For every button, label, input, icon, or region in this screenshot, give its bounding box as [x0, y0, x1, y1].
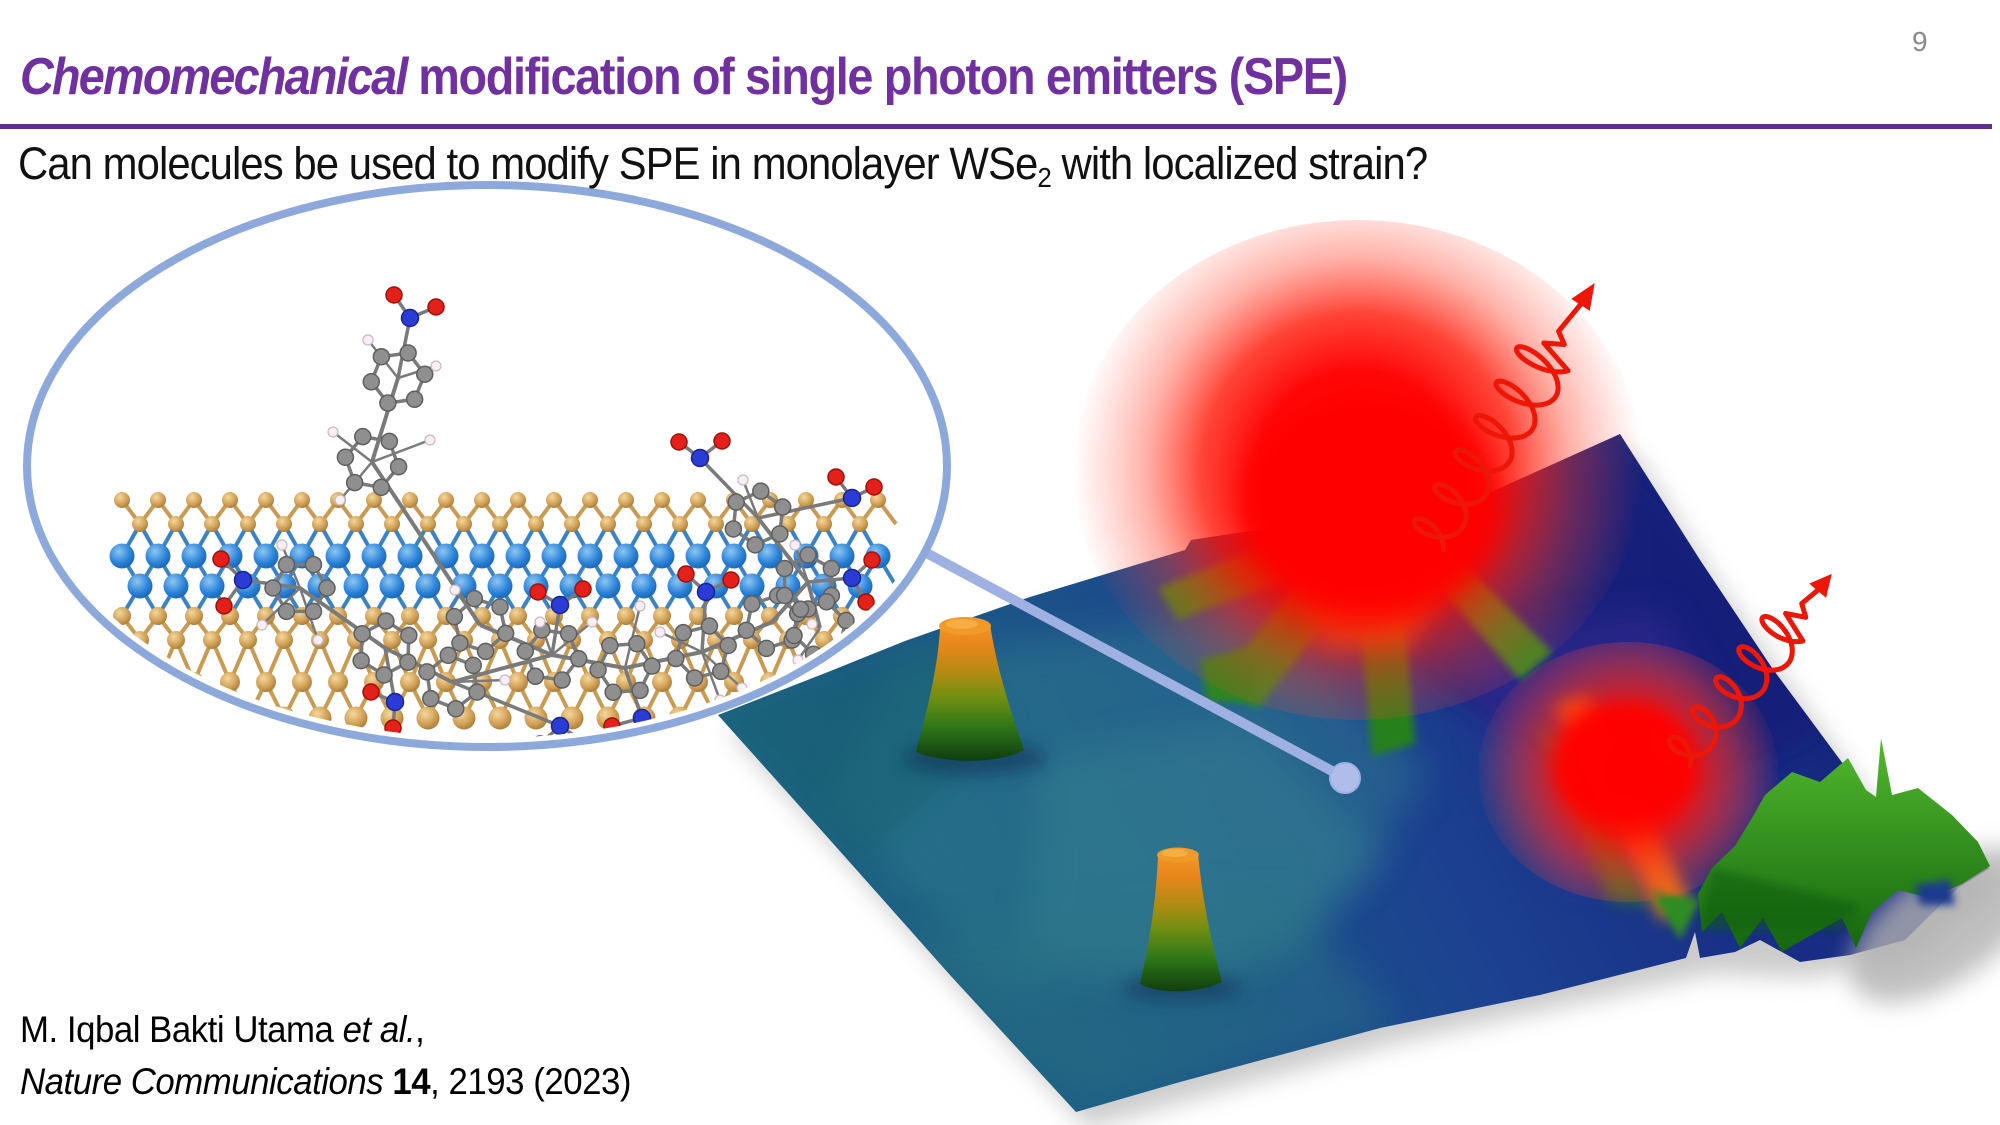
- citation-rest: , 2193 (2023): [430, 1061, 631, 1102]
- callout-line-dot: [875, 523, 1361, 794]
- nanopillar-bump-1: [903, 617, 1047, 775]
- title-rest: modification of single photon emitters (…: [406, 47, 1348, 106]
- citation-authors: M. Iqbal Bakti Utama: [20, 1009, 343, 1050]
- question-subscript: 2: [1037, 162, 1051, 193]
- title-italic-word: Chemomechanical: [20, 47, 408, 106]
- photon-wave-arrow-2: [1666, 573, 1832, 769]
- title-divider-rule: [0, 124, 1992, 129]
- question-pre: Can molecules be used to modify SPE in m…: [18, 138, 1038, 189]
- question-text: Can molecules be used to modify SPE in m…: [18, 138, 1785, 194]
- slide-title: Chemomechanical modification of single p…: [20, 47, 1730, 107]
- molecular-model-inset: [23, 181, 951, 751]
- molecule-atoms: [212, 286, 883, 738]
- question-post: with localized strain?: [1050, 138, 1429, 189]
- citation-journal: Nature Communications: [20, 1061, 393, 1102]
- green-mountain-range: [1698, 738, 2000, 1003]
- nanopillar-bump-2: [1122, 847, 1242, 1002]
- emitter-glow: [1073, 220, 1643, 720]
- photon-wave-arrow-1: [1411, 283, 1595, 553]
- citation-comma: ,: [415, 1009, 425, 1050]
- photon-wave-arrows: [1411, 283, 1832, 769]
- citation-etal: et al.: [342, 1009, 416, 1050]
- page-number: 9: [1912, 26, 1928, 57]
- citation-volume: 14: [392, 1061, 431, 1102]
- citation: M. Iqbal Bakti Utama et al., Nature Comm…: [20, 1004, 866, 1108]
- inset-ellipse-border: [23, 181, 951, 751]
